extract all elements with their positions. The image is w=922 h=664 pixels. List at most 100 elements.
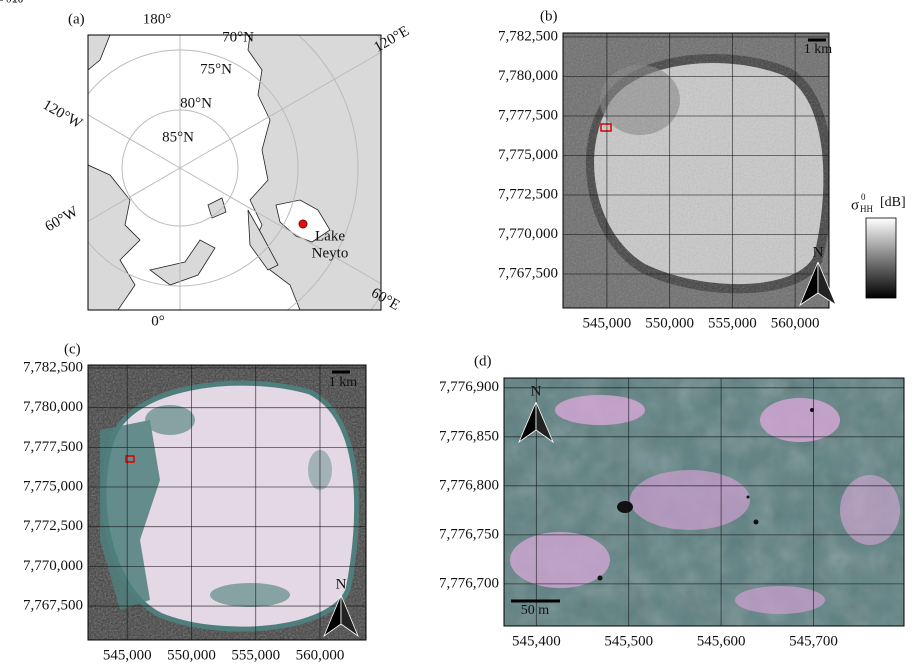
map-shape bbox=[810, 408, 814, 412]
y-tick-label: 7,777,500 bbox=[23, 439, 83, 455]
label: HH bbox=[860, 204, 873, 214]
frame bbox=[87, 34, 382, 311]
label: (c) bbox=[64, 341, 81, 357]
label: 85°N bbox=[162, 129, 194, 145]
optical-image bbox=[88, 365, 366, 640]
colorbar-tick-label: 0 bbox=[6, 0, 12, 6]
label: N bbox=[813, 244, 824, 260]
map-shape bbox=[145, 405, 195, 435]
label: (a) bbox=[68, 11, 85, 27]
y-tick-label: 7,777,500 bbox=[498, 107, 558, 123]
label: [dB] bbox=[880, 195, 906, 210]
y-tick-label: 7,780,000 bbox=[498, 68, 558, 84]
x-tick-label: 550,000 bbox=[167, 647, 216, 663]
y-tick-label: 7,772,500 bbox=[23, 518, 83, 534]
y-tick-label: 7,776,850 bbox=[439, 428, 499, 444]
y-tick-label: 7,767,500 bbox=[23, 597, 83, 613]
closeup-image bbox=[504, 378, 904, 626]
y-tick-label: 7,776,800 bbox=[439, 477, 499, 493]
x-tick-label: 560,000 bbox=[296, 647, 345, 663]
x-tick-label: 545,000 bbox=[583, 315, 632, 331]
map-shape bbox=[753, 519, 759, 525]
map-shape bbox=[125, 455, 135, 463]
y-tick-label: 7,776,700 bbox=[439, 575, 499, 591]
map-shape bbox=[88, 167, 181, 222]
label: 80°N bbox=[180, 95, 212, 111]
y-tick-label: 7,770,000 bbox=[23, 558, 83, 574]
x-tick-label: 545,600 bbox=[697, 633, 746, 649]
label: 0 bbox=[861, 192, 866, 202]
label: 75°N bbox=[200, 61, 232, 77]
y-tick-label: 7,776,750 bbox=[439, 526, 499, 542]
frame bbox=[562, 32, 830, 309]
y-tick-label: 7,775,000 bbox=[498, 147, 558, 163]
arctic-map bbox=[88, 35, 381, 310]
label: (b) bbox=[540, 8, 558, 24]
label: 1 km bbox=[329, 375, 358, 390]
colorbar-tick-label: −20 bbox=[6, 0, 24, 6]
map-shape bbox=[746, 495, 750, 499]
map-shape bbox=[817, 261, 837, 307]
label: (d) bbox=[474, 353, 492, 369]
map-shape bbox=[88, 114, 181, 169]
map-shape bbox=[735, 586, 825, 614]
map-shape bbox=[247, 209, 279, 271]
map-shape bbox=[865, 217, 897, 299]
label: 120°W bbox=[40, 97, 86, 133]
map-shape bbox=[555, 395, 645, 425]
x-tick-label: 555,000 bbox=[231, 647, 280, 663]
y-tick-label: 7,782,500 bbox=[23, 359, 83, 375]
x-tick-label: 545,700 bbox=[789, 633, 838, 649]
label: N bbox=[336, 576, 347, 592]
map-shape bbox=[840, 475, 900, 545]
map-shape bbox=[535, 401, 554, 444]
map-shape bbox=[149, 239, 216, 286]
map-shape bbox=[88, 35, 381, 310]
map-shape bbox=[600, 123, 612, 132]
label: 60°W bbox=[42, 203, 81, 235]
y-tick-label: 7,770,000 bbox=[498, 226, 558, 242]
map-shape bbox=[100, 420, 160, 610]
label: 0° bbox=[151, 313, 165, 329]
map-shape bbox=[340, 594, 359, 638]
y-tick-label: 7,780,000 bbox=[23, 399, 83, 415]
label: 70°N bbox=[222, 29, 254, 45]
x-tick-label: 560,000 bbox=[771, 315, 820, 331]
x-tick-label: 545,400 bbox=[512, 633, 561, 649]
label: 50 m bbox=[521, 603, 550, 618]
map-shape bbox=[286, 35, 359, 310]
map-shape bbox=[630, 470, 750, 530]
y-tick-label: 7,775,000 bbox=[23, 478, 83, 494]
frame bbox=[503, 377, 905, 627]
x-tick-label: 545,500 bbox=[604, 633, 653, 649]
y-tick-label: 7,772,500 bbox=[498, 186, 558, 202]
x-tick-label: 545,000 bbox=[103, 647, 152, 663]
label: 120°E bbox=[371, 23, 412, 56]
map-shape bbox=[617, 501, 633, 513]
colorbar-tick-label: −10 bbox=[6, 0, 24, 6]
y-tick-label: 7,782,500 bbox=[498, 28, 558, 44]
label: 180° bbox=[143, 11, 172, 27]
label: Lake bbox=[315, 228, 345, 244]
y-tick-label: 7,767,500 bbox=[498, 265, 558, 281]
map-shape bbox=[510, 532, 610, 588]
map-shape bbox=[298, 219, 308, 229]
label: 1 km bbox=[804, 42, 833, 57]
map-shape bbox=[597, 575, 603, 581]
label: σ bbox=[851, 197, 859, 213]
map-shape bbox=[88, 35, 111, 71]
map-shape bbox=[207, 197, 227, 219]
map-shape bbox=[179, 167, 381, 285]
map-shape bbox=[179, 51, 381, 169]
map-shape bbox=[760, 398, 840, 442]
map-shape bbox=[210, 583, 290, 607]
map-shape bbox=[563, 33, 829, 308]
frame bbox=[87, 364, 367, 641]
x-tick-label: 555,000 bbox=[708, 315, 757, 331]
map-shape bbox=[247, 35, 381, 310]
y-tick-label: 7,776,900 bbox=[439, 379, 499, 395]
grid-layer bbox=[88, 33, 904, 640]
x-tick-label: 550,000 bbox=[645, 315, 694, 331]
label: Neyto bbox=[312, 245, 349, 261]
